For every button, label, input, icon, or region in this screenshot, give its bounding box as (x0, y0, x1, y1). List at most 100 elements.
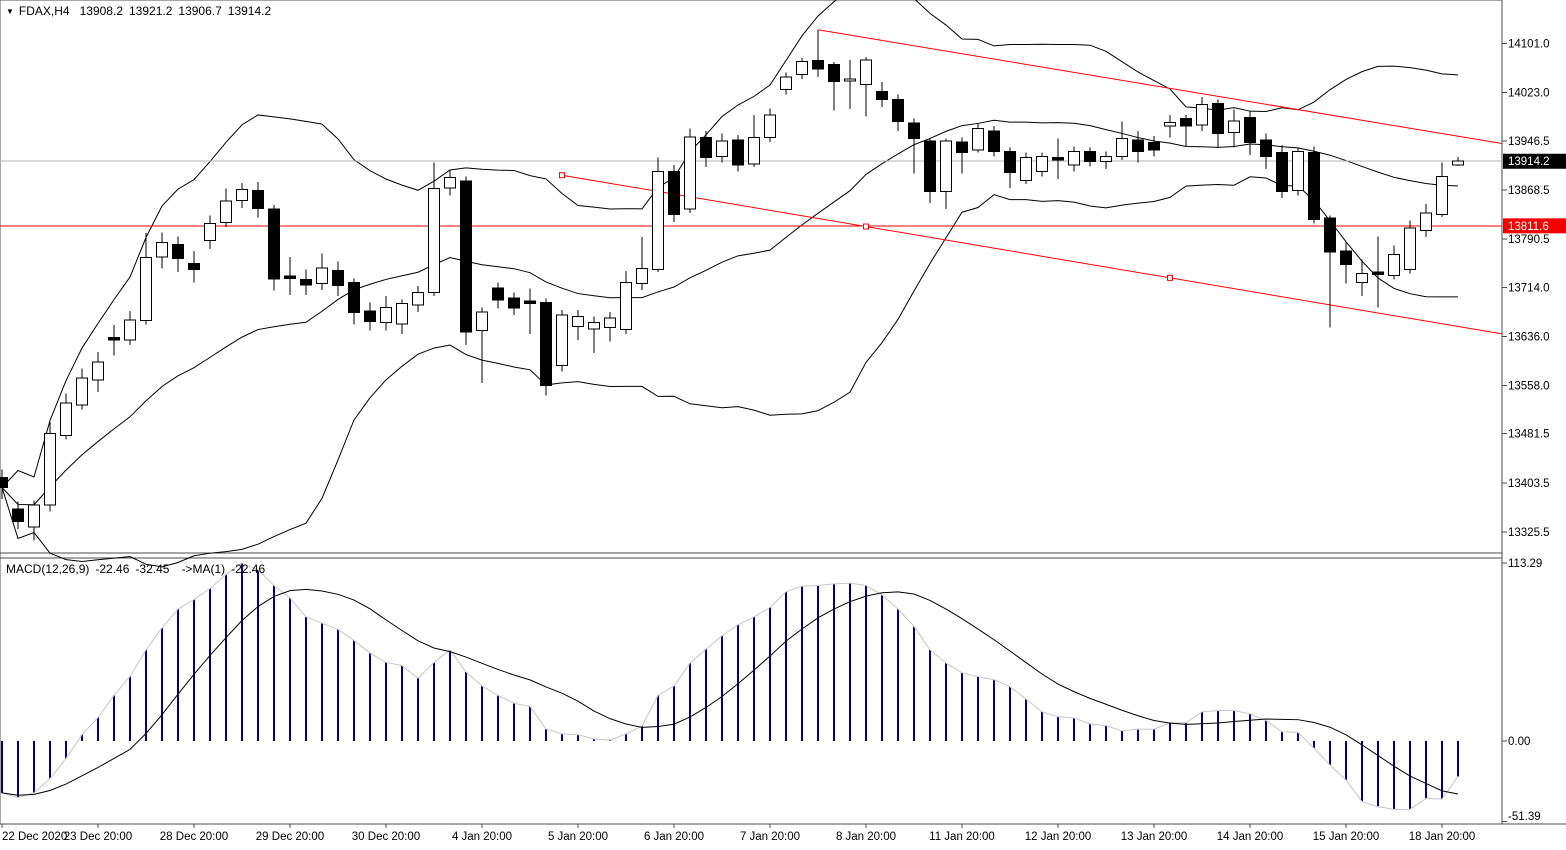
macd-histogram-bar (97, 717, 99, 741)
symbol-dropdown-icon[interactable]: ▼ (6, 7, 14, 16)
candle-body-bear (508, 297, 520, 309)
price-axis-label: 13790.5 (1508, 234, 1550, 246)
macd-histogram-bar (353, 640, 355, 741)
candle-body-bull (780, 76, 792, 91)
symbol-title: FDAX,H4 (18, 4, 70, 18)
bollinger-lower-band (1, 176, 1459, 568)
candle-body-bear (1308, 152, 1320, 220)
macd-histogram-bar (769, 607, 771, 741)
candle-body-bull (860, 59, 872, 86)
macd-histogram-bar (161, 627, 163, 741)
trendline-handle[interactable] (1167, 274, 1173, 281)
macd-histogram-bar (1409, 741, 1411, 810)
macd-histogram-bar (1089, 723, 1091, 741)
candle-body-bear (700, 136, 712, 159)
trendline-lower-channel[interactable] (561, 174, 1503, 335)
candle-body-bear (1244, 116, 1256, 143)
macd-histogram-bar (753, 616, 755, 741)
macd-ma-line (1, 562, 1459, 810)
candle-body-bear (332, 269, 344, 286)
candle-body-bear (300, 279, 312, 286)
candle-body-bull (556, 314, 568, 366)
trendline-handle[interactable] (863, 223, 869, 230)
candle-body-bear (1372, 271, 1384, 276)
macd-histogram-bar (1057, 716, 1059, 741)
candle-body-bull (1164, 121, 1176, 127)
candle-body-bull (1388, 254, 1400, 276)
candle-body-bull (1420, 212, 1432, 232)
candle-body-bull (444, 177, 456, 189)
macd-axis-label: -51.39 (1508, 811, 1541, 823)
macd-histogram-bar (385, 662, 387, 741)
macd-name: MACD(12,26,9) (6, 562, 90, 576)
macd-histogram-bar (1345, 741, 1347, 780)
price-axis-label: 13636.0 (1508, 331, 1550, 343)
candle-body-bull (620, 281, 632, 330)
candle-body-bear (924, 140, 936, 193)
macd-histogram-bar (737, 624, 739, 741)
candle-body-bull (796, 60, 808, 75)
candle-body-bear (828, 63, 840, 82)
price-axis-label: 14023.0 (1508, 88, 1550, 100)
macd-histogram-bar (417, 678, 419, 741)
macd-histogram-bar (81, 734, 83, 741)
time-axis-label: 11 Jan 20:00 (929, 831, 995, 843)
trendline-handle[interactable] (559, 172, 565, 179)
candle-body-bull (412, 291, 424, 306)
candle-body-bull (940, 140, 952, 193)
macd-histogram-bar (561, 733, 563, 741)
macd-histogram-bar (641, 726, 643, 741)
macd-histogram-bar (945, 663, 947, 741)
candle-body-bear (1180, 118, 1192, 127)
macd-histogram-bar (1441, 741, 1443, 800)
macd-value: -22.46 (95, 562, 130, 576)
candle-body-bull (396, 303, 408, 325)
macd-histogram-bar (305, 616, 307, 741)
macd-histogram-bar (1313, 741, 1315, 749)
candle-body-bull (44, 432, 56, 506)
candle-body-bear (524, 300, 536, 305)
macd-histogram-bar (1265, 720, 1267, 741)
candle-body-bull (76, 377, 88, 406)
macd-histogram-bar (1201, 711, 1203, 741)
macd-histogram-bar (113, 695, 115, 741)
ohlc-open: 13908.2 (79, 4, 123, 18)
macd-histogram-bar (1025, 699, 1027, 741)
time-axis-label: 4 Jan 20:00 (452, 831, 512, 843)
alert-price-badge-text: 13811.6 (1508, 221, 1549, 233)
macd-histogram-bar (785, 591, 787, 741)
candle-body-bull (716, 140, 728, 157)
candle-body-bull (1100, 155, 1112, 162)
macd-histogram-bar (321, 623, 323, 741)
candle-body-bull (588, 322, 600, 330)
current-price-badge-text: 13914.2 (1508, 156, 1550, 168)
macd-histogram-bar (1041, 711, 1043, 741)
candle-body-bear (268, 208, 280, 280)
macd-histogram-bar (529, 706, 531, 741)
macd-histogram-bar (513, 703, 515, 741)
price-axis-label: 13714.0 (1508, 282, 1550, 294)
macd-histogram-bar (1121, 730, 1123, 741)
candle-body-bull (1292, 150, 1304, 191)
candle-body-bear (252, 189, 264, 210)
candle-body-bull (204, 223, 216, 242)
macd-histogram-bar (1249, 713, 1251, 741)
price-axis-label: 13558.0 (1508, 381, 1550, 393)
macd-histogram-bar (833, 583, 835, 741)
symbol-header: ▼ FDAX,H4 13908.2 13921.2 13906.7 13914.2 (6, 4, 277, 18)
candle-body-bull (92, 361, 104, 381)
candle-body-bull (380, 306, 392, 324)
candle-body-bull (428, 187, 440, 293)
macd-ma-value: -22.46 (231, 562, 266, 576)
price-axis-label: 14101.0 (1508, 39, 1550, 51)
macd-histogram-bar (209, 588, 211, 741)
macd-histogram-bar (65, 741, 67, 759)
candle-body-bear (1148, 141, 1160, 151)
candle-body-bear (892, 99, 904, 123)
current-price-badge (1503, 153, 1566, 169)
trendline-upper-channel[interactable] (817, 29, 1503, 145)
macd-histogram-bar (1105, 725, 1107, 741)
candle-body-bear (540, 301, 552, 387)
